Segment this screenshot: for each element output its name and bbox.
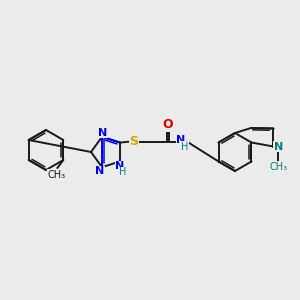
Text: N: N	[98, 128, 108, 138]
Text: N: N	[274, 142, 283, 152]
Text: O: O	[163, 118, 173, 131]
Text: CH₃: CH₃	[269, 161, 287, 172]
Text: N: N	[176, 135, 186, 145]
Text: CH₃: CH₃	[47, 170, 65, 180]
Text: N: N	[95, 166, 105, 176]
Text: S: S	[129, 135, 138, 148]
Text: N: N	[115, 161, 124, 171]
Text: H: H	[119, 167, 127, 177]
Text: H: H	[181, 142, 189, 152]
